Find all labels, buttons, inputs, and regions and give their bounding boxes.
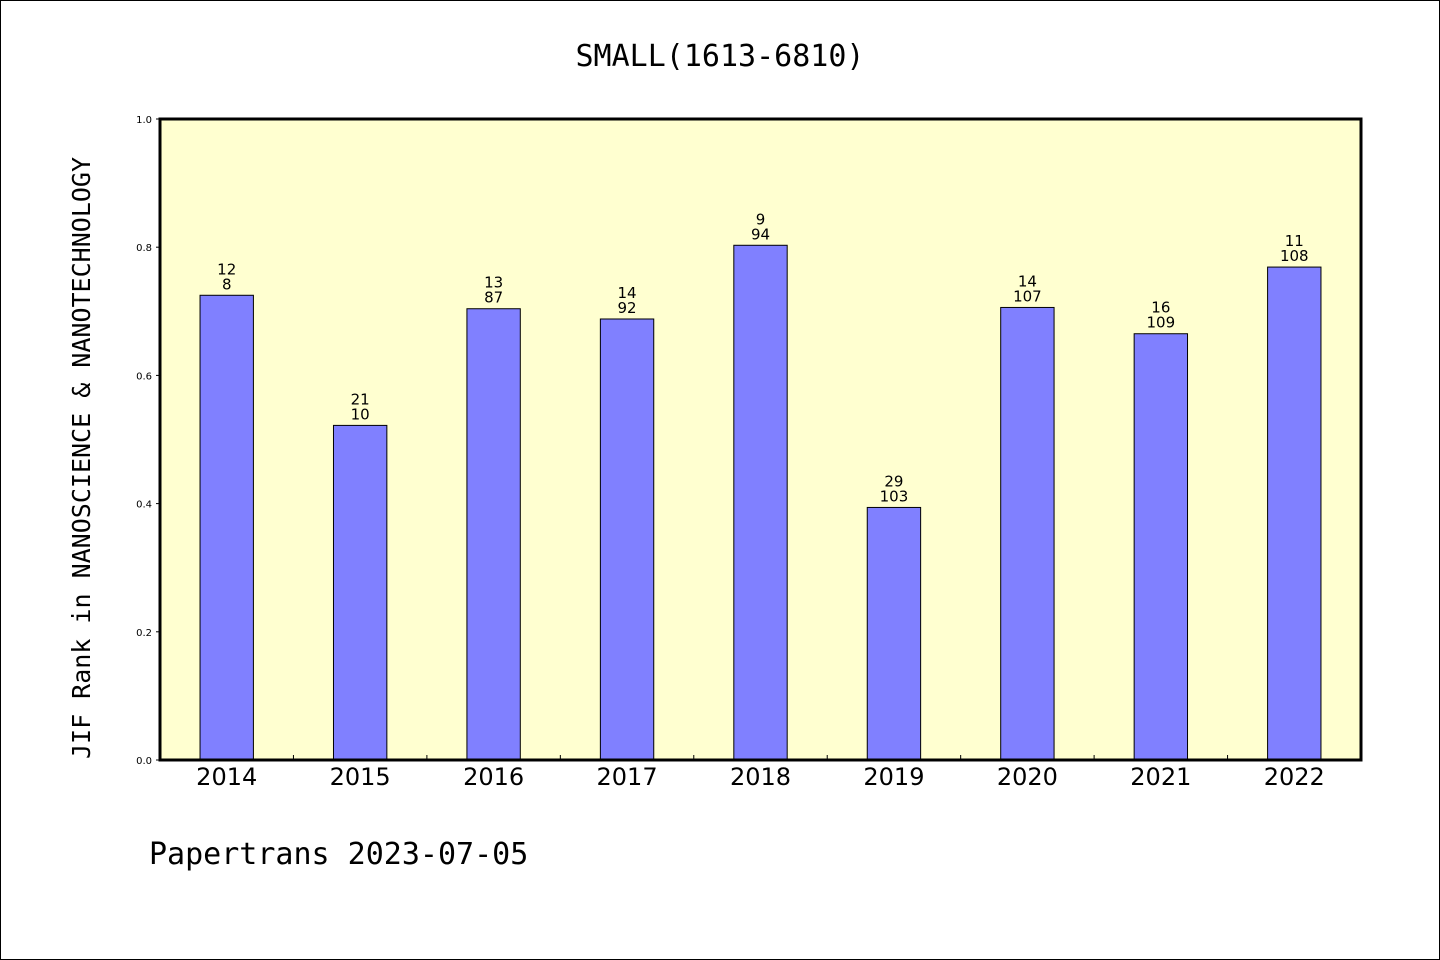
bar-2019 xyxy=(866,506,922,761)
chart-title: SMALL(1613-6810) xyxy=(576,39,865,74)
y-axis-label: JIF Rank in NANOSCIENCE & NANOTECHNOLOGY xyxy=(67,157,96,759)
data-label-total: 103 xyxy=(880,487,909,505)
plot-border xyxy=(158,117,1363,762)
data-label-rank: 14 xyxy=(618,284,637,302)
x-tick-label: 2015 xyxy=(330,763,391,791)
bar-2017 xyxy=(599,318,655,761)
data-label-total: 107 xyxy=(1013,287,1042,305)
data-label-total: 8 xyxy=(222,275,232,293)
bar-2020 xyxy=(1000,306,1055,761)
x-tick-label: 2019 xyxy=(863,763,924,791)
data-label-total: 92 xyxy=(618,299,637,317)
x-tick-label: 2017 xyxy=(597,763,658,791)
y-tick-label: 0.6 xyxy=(136,371,152,382)
data-label-total: 108 xyxy=(1280,247,1309,265)
x-tick-label: 2016 xyxy=(463,763,524,791)
data-label-rank: 21 xyxy=(351,390,370,408)
footer-credit: Papertrans 2023-07-05 xyxy=(149,837,528,872)
y-tick-label: 0.8 xyxy=(136,243,152,254)
bar-2016 xyxy=(466,308,521,761)
bar-2022 xyxy=(1267,266,1322,761)
data-label-total: 109 xyxy=(1147,314,1176,332)
x-tick-label: 2018 xyxy=(730,763,791,791)
y-tick-label: 0.4 xyxy=(136,500,152,511)
bar-2014 xyxy=(199,294,254,761)
data-label-rank: 9 xyxy=(756,210,766,228)
bar-2021 xyxy=(1133,333,1189,761)
data-label-rank: 14 xyxy=(1018,272,1037,290)
data-label-total: 10 xyxy=(351,405,370,423)
x-tick-label: 2020 xyxy=(997,763,1058,791)
x-tick-label: 2022 xyxy=(1264,763,1325,791)
x-tick-label: 2021 xyxy=(1130,763,1191,791)
data-label-rank: 16 xyxy=(1151,299,1170,317)
y-tick-label: 0.0 xyxy=(136,756,152,767)
data-label-total: 94 xyxy=(751,225,770,243)
data-label-rank: 13 xyxy=(484,274,503,292)
y-tick-label: 1.0 xyxy=(136,115,152,126)
data-label-total: 87 xyxy=(484,289,503,307)
data-label-rank: 11 xyxy=(1285,232,1304,250)
x-tick-label: 2014 xyxy=(196,763,257,791)
data-label-rank: 12 xyxy=(217,260,236,278)
data-label-rank: 29 xyxy=(884,472,903,490)
bar-2015 xyxy=(332,424,388,761)
y-tick-label: 0.2 xyxy=(136,628,152,639)
bar-2018 xyxy=(733,244,788,761)
